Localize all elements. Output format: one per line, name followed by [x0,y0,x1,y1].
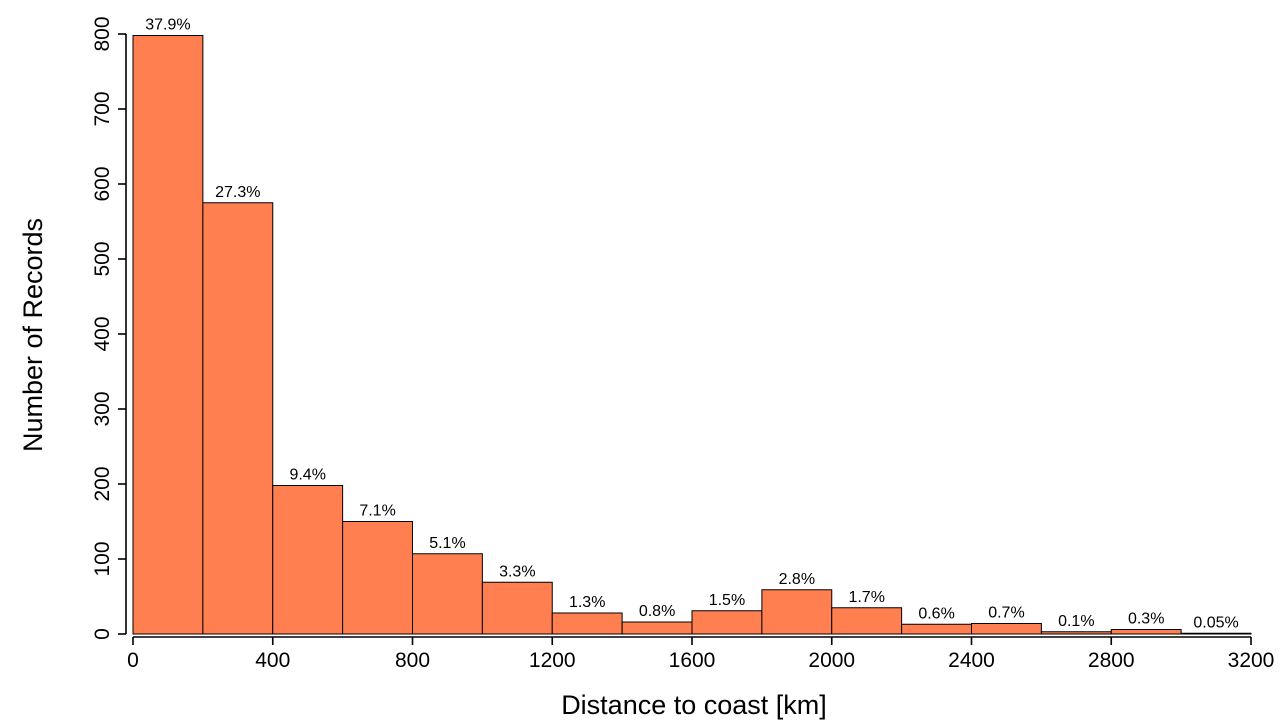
histogram-bar [132,35,204,635]
x-tick-label: 0 [127,649,139,672]
x-tick-label: 2000 [808,649,855,672]
bar-percent-label: 0.1% [1058,613,1094,630]
histogram-bar [481,581,553,635]
bar-percent-label: 1.5% [709,592,745,609]
x-tick-label: 400 [255,649,290,672]
histogram-bar [621,621,693,635]
y-tick-label: 0 [91,628,114,640]
x-axis-title: Distance to coast [km] [561,690,827,720]
y-tick-label: 100 [91,541,114,576]
y-axis-title: Number of Records [18,218,48,452]
bar-percent-label: 1.7% [848,589,884,606]
bar-percent-label: 2.8% [779,571,815,588]
bar-percent-label: 1.3% [569,594,605,611]
histogram-bar [342,521,413,635]
histogram-bar [412,553,483,635]
histogram-bar [1180,632,1252,635]
histogram-bar [901,623,972,635]
x-tick-label: 3200 [1228,649,1275,672]
histogram-bar [971,623,1042,635]
histogram-bar [831,607,903,635]
bar-percent-label: 0.8% [639,603,675,620]
x-tick-label: 1200 [529,649,576,672]
x-tick-label: 2400 [948,649,995,672]
bar-percent-label: 27.3% [215,184,260,201]
x-tick-label: 2800 [1088,649,1135,672]
bars-group [132,35,1252,635]
bar-percent-label: 7.1% [359,503,395,520]
y-tick-label: 700 [91,91,114,126]
bar-percent-label: 0.05% [1193,614,1238,631]
axes-group: 0 400 800 1200 1600 2000 2400 2800 3200 0 100 200 30… [91,16,1274,672]
bar-percent-label: 37.9% [145,17,190,34]
y-tick-label: 300 [91,391,114,426]
histogram-bar [691,610,763,635]
bar-percent-label: 3.3% [499,563,535,580]
histogram-bar [551,612,623,635]
y-tick-label: 200 [91,466,114,501]
x-tick-label: 1600 [669,649,716,672]
bar-percent-label: 5.1% [429,535,465,552]
y-tick-label: 500 [91,241,114,276]
histogram-bar [1110,629,1182,635]
bar-percent-label: 0.7% [988,605,1024,622]
histogram-bar [1040,631,1112,635]
y-tick-label: 800 [91,16,114,51]
y-tick-label: 600 [91,166,114,201]
y-tick-label: 400 [91,316,114,351]
bar-percent-label: 0.3% [1128,611,1164,628]
bar-labels-group: 37.9% 27.3% 9.4% 7.1% 5.1% 3.3% 1.3% 0.8% 1.5% 2.… [145,17,1239,632]
histogram-bar [202,202,274,635]
x-tick-label: 800 [395,649,430,672]
histogram-bar [272,485,344,635]
bar-percent-label: 0.6% [918,605,954,622]
bar-percent-label: 9.4% [289,467,325,484]
histogram-bar [761,589,833,635]
